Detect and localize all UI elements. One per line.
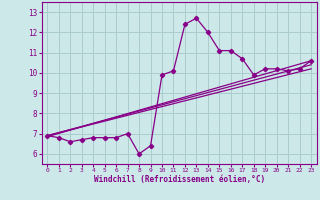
X-axis label: Windchill (Refroidissement éolien,°C): Windchill (Refroidissement éolien,°C) [94, 175, 265, 184]
